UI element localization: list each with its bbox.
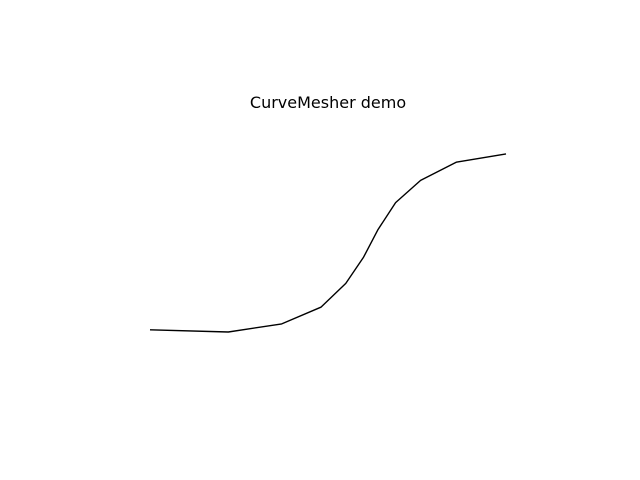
plot-area bbox=[149, 153, 507, 333]
chart-title: CurveMesher demo bbox=[250, 93, 406, 112]
series-line-0 bbox=[149, 153, 507, 333]
